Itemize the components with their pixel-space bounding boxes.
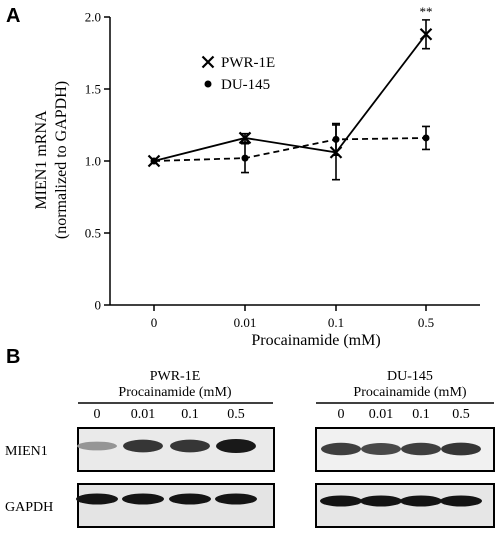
y-axis-label-line1: MIEN1 mRNA	[33, 110, 50, 210]
series-line	[153, 137, 427, 162]
blot-left-doses: 0 0.01 0.1 0.5	[94, 407, 245, 422]
line-chart: 0 0.5 1.0 1.5 2.0 0 0.01 0.1 0.5 PWR-1E DU-145 *…	[33, 4, 480, 349]
blot-left-cell-line: PWR-1E	[150, 369, 201, 384]
dose-label: 0	[338, 407, 345, 422]
legend-item: DU-145	[204, 77, 270, 93]
blot-right-doses: 0 0.01 0.1 0.5	[338, 407, 470, 422]
dose-label: 0	[94, 407, 101, 422]
legend-label: DU-145	[221, 77, 270, 93]
x-ticks: 0 0.01 0.1 0.5	[151, 305, 434, 330]
legend-marker	[204, 80, 212, 88]
dose-label: 0.01	[131, 407, 156, 422]
gapdh-band	[440, 495, 482, 507]
y-tick-label: 1.0	[85, 154, 101, 169]
y-tick-label: 2.0	[85, 10, 101, 25]
y-axis-label-line2: (normalized to GAPDH)	[53, 81, 70, 239]
legend-marker	[201, 55, 215, 69]
significance-annotation: **	[420, 4, 433, 19]
mien1-band	[77, 441, 117, 451]
blot-right-cell-line: DU-145	[387, 369, 433, 384]
x-tick-label: 0.1	[328, 315, 344, 330]
row-label-mien1: MIEN1	[5, 444, 48, 459]
x-tick-label: 0.01	[234, 315, 257, 330]
gapdh-band	[360, 495, 402, 507]
dose-label: 0.5	[227, 407, 245, 422]
mien1-band	[123, 439, 163, 453]
data-point	[238, 131, 252, 145]
blot-left: PWR-1E Procainamide (mM) 0 0.01 0.1 0.5	[76, 369, 275, 528]
blot-left-bands	[76, 439, 257, 505]
row-label-gapdh: GAPDH	[5, 500, 53, 515]
y-tick-label: 0	[95, 298, 102, 313]
blot-right-bands	[320, 442, 482, 507]
dose-label: 0.1	[181, 407, 199, 422]
x-axis-label: Procainamide (mM)	[251, 332, 380, 349]
data-point	[422, 134, 430, 142]
gapdh-band	[320, 495, 362, 507]
mien1-band	[216, 439, 256, 453]
blot-left-gapdh-membrane	[77, 483, 275, 528]
mien1-band	[401, 442, 441, 456]
legend-label: PWR-1E	[221, 55, 275, 71]
gapdh-band	[76, 493, 118, 505]
legend: PWR-1E DU-145	[201, 55, 275, 93]
series-pwr-1e	[147, 19, 433, 181]
gapdh-band	[215, 493, 257, 505]
mien1-band	[361, 443, 401, 455]
x-tick-label: 0.5	[418, 315, 434, 330]
blot-right-treatment: Procainamide (mM)	[353, 385, 466, 400]
dose-label: 0.01	[369, 407, 394, 422]
mien1-band	[321, 442, 361, 456]
panel-label-b: B	[6, 346, 20, 368]
data-point	[332, 135, 340, 143]
y-tick-label: 1.5	[85, 82, 101, 97]
mien1-band	[441, 442, 481, 456]
data-point	[419, 28, 433, 41]
blot-right: DU-145 Procainamide (mM) 0 0.01 0.1 0.5	[315, 369, 495, 528]
gapdh-band	[169, 493, 211, 505]
panel-label-a: A	[6, 5, 20, 27]
series-line	[153, 33, 427, 162]
series-du-145	[150, 122, 430, 174]
dose-label: 0.1	[412, 407, 430, 422]
gapdh-band	[400, 495, 442, 507]
legend-item: PWR-1E	[201, 55, 275, 71]
data-point	[150, 157, 158, 165]
x-tick-label: 0	[151, 315, 158, 330]
dose-label: 0.5	[452, 407, 470, 422]
y-ticks: 0 0.5 1.0 1.5 2.0	[85, 10, 110, 313]
data-point	[241, 154, 249, 162]
mien1-band	[170, 439, 210, 453]
y-tick-label: 0.5	[85, 226, 101, 241]
series-layer	[147, 19, 433, 181]
blot-left-treatment: Procainamide (mM)	[118, 385, 231, 400]
gapdh-band	[122, 493, 164, 505]
